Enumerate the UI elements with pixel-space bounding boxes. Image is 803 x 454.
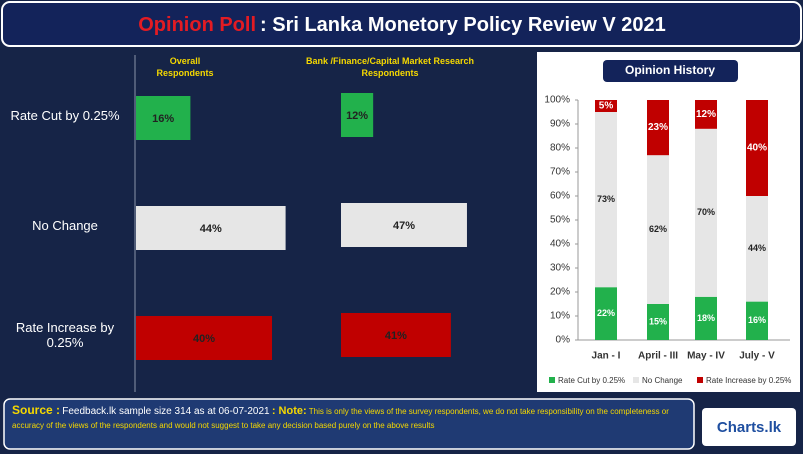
header-title: Opinion Poll: Sri Lanka Monetory Policy … — [138, 14, 665, 36]
bar-segment — [595, 112, 617, 288]
bar-segment — [647, 155, 669, 304]
footer-box — [3, 398, 695, 450]
category-label: Rate Increase by 0.25% — [15, 320, 115, 350]
bar-segment — [595, 287, 617, 340]
y-tick-label: 10% — [550, 311, 570, 322]
source: Feedback.lk sample size 314 as at 06-07-… — [62, 406, 270, 417]
value-label: 73% — [597, 194, 615, 204]
y-tick-label: 60% — [550, 191, 570, 202]
bar-segment — [695, 100, 717, 129]
x-tick-label: May - IV — [687, 351, 725, 362]
legend-swatch — [549, 377, 555, 383]
value-label: 62% — [649, 224, 667, 234]
value-label: 16% — [152, 113, 174, 125]
bar-segment — [595, 100, 617, 112]
value-label: 41% — [385, 330, 407, 342]
y-tick-label: 80% — [550, 143, 570, 154]
x-tick-label: July - V — [739, 351, 775, 362]
chart-title: Overall Respondents — [156, 56, 214, 78]
value-label: 47% — [393, 220, 415, 232]
bar-segment — [746, 301, 768, 340]
y-tick-label: 40% — [550, 239, 570, 250]
footer: Source : Feedback.lk sample size 314 as … — [4, 401, 694, 447]
bar-segment — [695, 296, 717, 340]
bar — [136, 96, 191, 140]
history-title-box — [603, 60, 738, 82]
history-title: Opinion History — [625, 63, 715, 77]
header-band — [1, 1, 802, 47]
note: This is only the views of the survey res… — [12, 407, 669, 430]
value-label: 5% — [599, 101, 614, 112]
bar-segment — [647, 304, 669, 340]
bar-segment — [647, 100, 669, 156]
bar — [341, 203, 467, 247]
value-label: 12% — [696, 109, 716, 120]
value-label: 12% — [346, 110, 368, 122]
bar — [136, 206, 286, 250]
x-tick-label: Jan - I — [592, 351, 621, 362]
legend-label: Rate Cut by 0.25% — [558, 376, 625, 385]
value-label: 23% — [648, 122, 668, 133]
legend-swatch — [633, 377, 639, 383]
logo: Charts.lk — [717, 419, 782, 436]
title-highlight: Opinion Poll — [138, 14, 256, 36]
value-label: 40% — [747, 143, 767, 154]
title-text: : Sri Lanka Monetory Policy Review V 202… — [260, 14, 666, 36]
value-label: 22% — [597, 308, 615, 318]
y-tick-label: 0% — [556, 335, 571, 346]
bar-segment — [746, 196, 768, 302]
y-tick-label: 30% — [550, 263, 570, 274]
bar — [341, 313, 451, 357]
y-tick-label: 20% — [550, 287, 570, 298]
category-label: No Change — [32, 218, 98, 233]
note-label: : Note: — [271, 405, 307, 417]
value-label: 44% — [200, 223, 222, 235]
logo-box — [702, 408, 796, 446]
y-tick-label: 50% — [550, 215, 570, 226]
bar-segment — [695, 128, 717, 297]
legend-label: No Change — [642, 376, 683, 385]
value-label: 40% — [193, 333, 215, 345]
legend-swatch — [697, 377, 703, 383]
x-tick-label: April - III — [638, 351, 678, 362]
bar-segment — [746, 100, 768, 196]
legend-label: Rate Increase by 0.25% — [706, 376, 791, 385]
value-label: 70% — [697, 207, 715, 217]
chart-title: Bank /Finance/Capital Market Research Re… — [305, 56, 475, 78]
category-label: Rate Cut by 0.25% — [10, 108, 120, 123]
value-label: 16% — [748, 315, 766, 325]
bar — [136, 316, 272, 360]
value-label: 18% — [697, 313, 715, 323]
value-label: 15% — [649, 316, 667, 326]
y-tick-label: 90% — [550, 119, 570, 130]
bar — [341, 93, 374, 137]
y-tick-label: 70% — [550, 167, 570, 178]
value-label: 44% — [748, 243, 766, 253]
source-label: Source : — [12, 403, 61, 417]
y-tick-label: 100% — [544, 95, 570, 106]
